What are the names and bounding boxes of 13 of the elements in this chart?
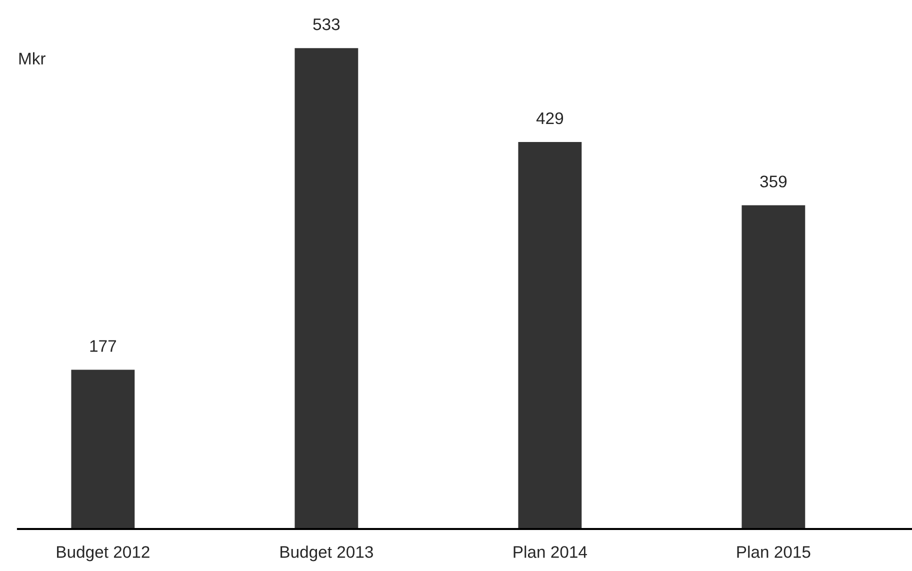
bar <box>516 140 584 529</box>
y-axis-title: Mkr <box>19 52 46 64</box>
data-label: 429 <box>536 112 564 124</box>
x-tick-label: Budget 2013 <box>280 546 373 562</box>
data-label: 533 <box>313 18 340 30</box>
data-label: 359 <box>760 176 787 188</box>
x-tick-label: Budget 2012 <box>57 546 150 562</box>
data-label: 177 <box>90 340 116 352</box>
bar <box>70 368 136 529</box>
bar <box>740 204 807 529</box>
x-tick-label: Plan 2015 <box>737 546 810 558</box>
bar <box>293 46 360 529</box>
x-tick-label: Plan 2014 <box>514 546 587 558</box>
